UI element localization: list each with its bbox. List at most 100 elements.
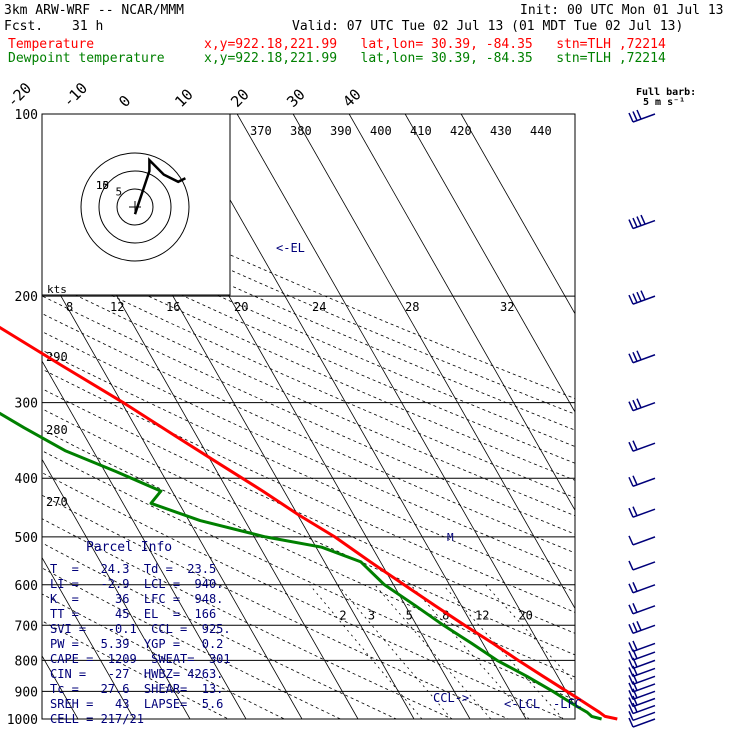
pressure-label-900: 900	[15, 685, 38, 700]
parcel-info-row: T = 24.3 Td = 23.5	[50, 562, 217, 576]
wind-barb-flag	[628, 642, 634, 652]
dry-adiabat	[42, 183, 575, 415]
wind-barb-flag	[628, 682, 634, 693]
wind-barb-flag	[628, 667, 634, 677]
wind-barb-flag	[628, 294, 634, 305]
wind-speed-label: 24	[312, 300, 326, 314]
pressure-label-100: 100	[15, 108, 38, 123]
mixing-ratio-label: 20	[518, 608, 532, 622]
wind-barb	[632, 624, 656, 634]
isotherm-label: 40	[339, 85, 365, 111]
parcel-info-row: CELL = 217/21	[50, 712, 144, 726]
wind-barb-flag	[632, 681, 638, 691]
wind-barb-flag	[628, 353, 634, 364]
theta-label: 420	[450, 124, 472, 138]
parcel-info-title: Parcel Info	[86, 540, 173, 555]
wind-barb-flag	[632, 603, 638, 613]
wind-barb	[632, 711, 656, 722]
pressure-label-600: 600	[15, 579, 38, 594]
wind-speed-label: 28	[405, 300, 419, 314]
isotherm	[42, 556, 135, 719]
isotherm	[236, 114, 575, 708]
parcel-info-row: CAPE = 1209 SWEAT= 301	[50, 652, 231, 666]
dry-adiabat	[42, 368, 575, 613]
isotherm	[292, 114, 575, 610]
wind-barb	[632, 354, 656, 364]
wind-barb	[632, 667, 656, 678]
wind-barb-flag	[632, 673, 638, 684]
mixing-ratio-label: 8	[442, 608, 449, 622]
pressure-label-200: 200	[15, 290, 38, 305]
pressure-label-300: 300	[15, 397, 38, 412]
wind-barb	[632, 477, 656, 487]
wind-barb	[632, 659, 656, 670]
wind-barb-flag	[628, 441, 634, 452]
full-barb-units: 5 m s⁻¹	[643, 97, 686, 108]
theta-label: 390	[330, 124, 352, 138]
isotherm-label: -10	[59, 79, 91, 111]
parcel-info-row: SREH = 43 LAPSE= 5.6	[50, 697, 224, 711]
wind-barb	[632, 584, 656, 594]
pressure-label-1000: 1000	[7, 713, 38, 728]
dry-adiabat	[42, 245, 575, 481]
wind-barb-flag	[636, 109, 642, 120]
isotherm-label: 0	[115, 92, 134, 111]
isotherm	[42, 458, 191, 719]
dry-adiabat	[42, 198, 575, 431]
wind-barb-flag	[632, 640, 638, 651]
wind-barb-flag	[628, 476, 634, 487]
theta-label: 400	[370, 124, 392, 138]
isotherm	[42, 360, 247, 719]
dewpoint-legend: Dewpoint temperature	[8, 51, 165, 66]
m-marker: M	[447, 531, 454, 544]
temperature-legend: Temperature	[8, 37, 95, 52]
wind-barb-flag	[628, 560, 634, 571]
el-marker: <-EL	[276, 241, 305, 255]
isotherm-label: -20	[3, 79, 35, 111]
parcel-info-row: K = 36 LFC = 948.	[50, 592, 224, 606]
wind-barb-flag	[628, 659, 634, 669]
dry-adiabat	[42, 542, 398, 719]
wind-barb	[632, 295, 656, 305]
wind-barb-flag	[628, 704, 634, 714]
theta-label: 370	[250, 124, 272, 138]
wind-barb-flag	[628, 623, 634, 634]
kts-label: kts	[47, 283, 67, 296]
hodograph-ring-label: 15	[96, 179, 109, 192]
parcel-info-row: SVI = -0.1 CCL = 925.	[50, 622, 231, 636]
wind-barb-flag	[632, 622, 638, 633]
wind-barb-flag	[628, 650, 634, 661]
theta-label: 270	[46, 495, 68, 509]
wind-barb-flag	[632, 440, 638, 450]
parcel-info-row: PW = 5.39 YGP = 0.2	[50, 637, 224, 651]
wind-barb-flag	[632, 688, 638, 699]
wind-barb	[632, 508, 656, 518]
isotherm-label: 30	[283, 85, 309, 111]
hodograph-ring	[116, 188, 154, 226]
wind-barb-flag	[636, 291, 642, 302]
wind-barb-flag	[628, 674, 634, 685]
isotherm	[348, 114, 575, 512]
hodograph-ring	[98, 170, 172, 244]
wind-barb-flag	[632, 475, 638, 486]
isotherm-label: 10	[171, 85, 197, 111]
theta-label: 440	[530, 124, 552, 138]
dry-adiabat	[42, 213, 575, 447]
wind-barb-flag	[636, 216, 642, 226]
wind-barb	[632, 675, 656, 686]
wind-barb	[632, 536, 656, 546]
full-barb-label: Full barb:	[636, 87, 697, 98]
mixing-ratio-line	[374, 584, 492, 719]
isotherm-label: 20	[227, 85, 253, 111]
isotherm	[404, 114, 575, 413]
mixing-ratio-line	[309, 584, 423, 719]
hodograph-frame	[41, 113, 231, 296]
wind-barb-flag	[628, 507, 634, 518]
wind-barb	[632, 442, 656, 452]
wind-barb	[632, 113, 656, 123]
isotherm	[42, 262, 303, 719]
wind-barb-flag	[628, 697, 634, 707]
